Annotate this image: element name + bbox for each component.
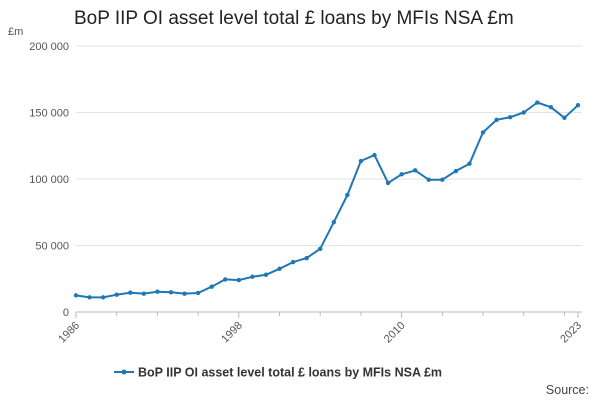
data-point[interactable] [114,292,119,297]
data-point[interactable] [345,192,350,198]
y-tick-label: 50 000 [35,241,69,253]
data-point[interactable] [141,291,147,296]
data-point[interactable] [236,277,242,283]
series-group [73,100,581,300]
data-point[interactable] [290,259,296,265]
data-point[interactable] [209,284,214,289]
data-point[interactable] [250,274,255,279]
data-point[interactable] [440,177,445,182]
x-tick-label: 1998 [219,320,245,346]
data-point[interactable] [562,115,567,121]
data-point[interactable] [507,114,513,120]
data-point[interactable] [223,277,228,282]
chart-title: BoP IIP OI asset level total £ loans by … [74,8,514,29]
data-point[interactable] [548,104,554,110]
data-point[interactable] [155,289,160,294]
data-point[interactable] [195,290,201,296]
data-point[interactable] [494,117,499,123]
axes [75,311,582,318]
data-point[interactable] [358,158,364,164]
data-point[interactable] [399,172,404,177]
y-axis-unit-label: £m [8,26,23,38]
data-point[interactable] [277,266,282,271]
data-point[interactable] [453,168,459,174]
data-point[interactable] [304,255,309,261]
data-point[interactable] [521,110,526,115]
data-point[interactable] [100,295,106,300]
data-point[interactable] [426,177,431,182]
x-tick-label: 1986 [56,320,82,346]
x-axis-ticks: 1986 1998 2010 2023 [56,320,584,346]
data-point[interactable] [168,290,174,295]
y-tick-label: 150 000 [29,108,69,120]
data-point[interactable] [412,168,418,173]
data-point[interactable] [263,272,269,277]
data-point[interactable] [535,100,540,105]
y-tick-label: 200 000 [29,41,69,53]
data-point[interactable] [318,246,323,252]
data-point[interactable] [575,102,581,108]
legend[interactable]: BoP IIP OI asset level total £ loans by … [114,366,442,380]
data-point[interactable] [480,130,486,135]
series-line [75,101,579,299]
gridlines [76,45,582,246]
x-tick-label: 2023 [558,320,584,346]
data-point[interactable] [87,295,92,300]
y-tick-label: 100 000 [29,174,69,186]
y-axis-ticks: 0 50 000 100 000 150 000 200 000 [29,41,69,319]
x-tick-label: 2010 [382,320,408,346]
legend-label: BoP IIP OI asset level total £ loans by … [138,366,442,380]
y-tick-label: 0 [63,307,69,319]
data-point[interactable] [182,291,187,296]
legend-marker-swatch [121,369,127,375]
data-point[interactable] [372,152,377,158]
data-point[interactable] [128,290,133,295]
data-point[interactable] [73,293,79,298]
data-point[interactable] [467,161,472,166]
source-label: Source: [546,383,589,397]
data-point[interactable] [385,180,391,186]
data-point[interactable] [331,220,336,225]
